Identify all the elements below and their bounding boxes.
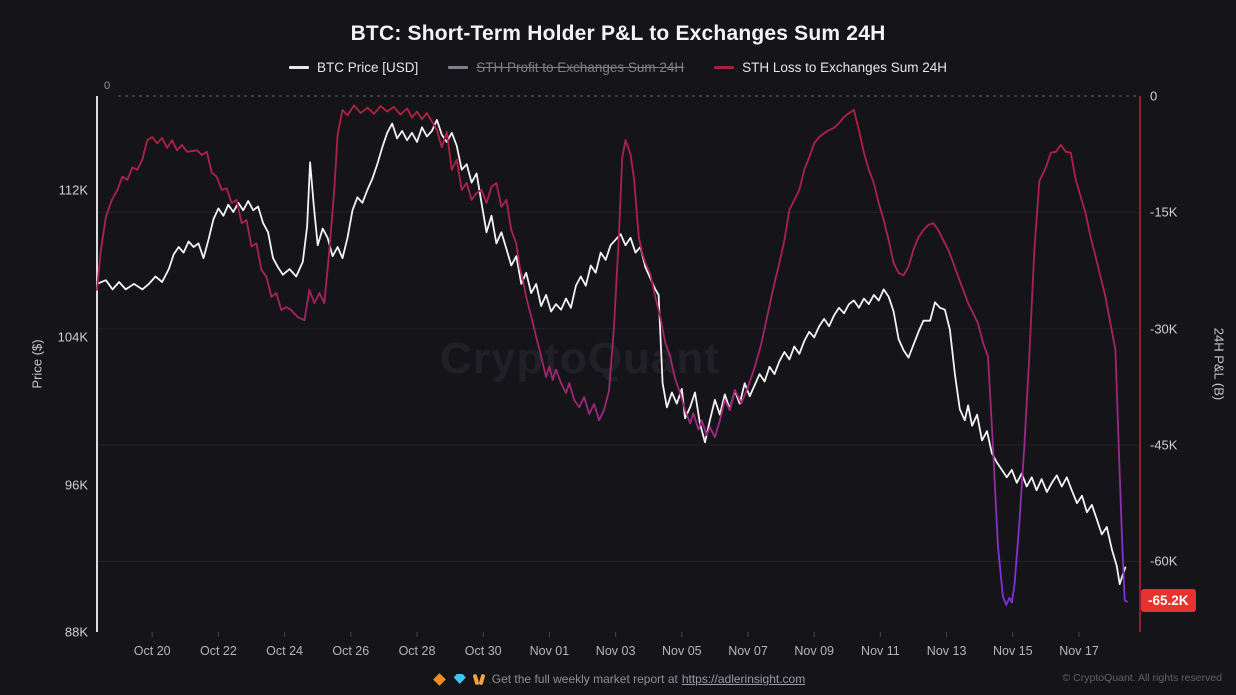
right-axis-tick-label: -30K [1150, 321, 1178, 337]
raised-hands-icon [472, 673, 486, 685]
right-axis-tick-label: -45K [1150, 437, 1178, 453]
zero-reference-label: 0 [104, 80, 111, 92]
footer-banner: Get the full weekly market report at htt… [0, 672, 1236, 686]
x-axis-tick-label: Oct 20 [133, 644, 171, 658]
right-axis-tick-label: -15K [1150, 204, 1178, 220]
right-axis-tick-label: 0 [1150, 88, 1158, 104]
legend-dash-icon [714, 66, 735, 69]
legend: BTC Price [USD] STH Profit to Exchanges … [0, 60, 1236, 75]
copyright-notice: © CryptoQuant. All rights reserved [1062, 672, 1222, 684]
footer-message: Get the full weekly market report at [491, 672, 678, 686]
x-axis-tick-label: Nov 07 [728, 644, 768, 658]
right-axis-ticks: 0 -15K -30K -45K -60K [1150, 0, 1220, 695]
x-axis-tick-label: Nov 03 [595, 644, 636, 658]
x-axis-tick-label: Nov 01 [529, 644, 570, 658]
x-axis-tick-label: Nov 13 [926, 644, 967, 658]
legend-dash-icon [448, 66, 469, 69]
left-axis-tick-label: 88K [64, 624, 88, 640]
legend-item-btc-price[interactable]: BTC Price [USD] [289, 60, 418, 75]
legend-item-sth-loss[interactable]: STH Loss to Exchanges Sum 24H [714, 60, 947, 75]
x-axis-tick-label: Oct 30 [464, 644, 502, 658]
left-axis-tick-label: 112K [58, 182, 88, 198]
left-axis-tick-label: 104K [57, 329, 88, 345]
cryptoquant-watermark: CryptoQuant [440, 334, 720, 383]
left-axis-tick-label: 96K [64, 477, 88, 493]
x-axis-tick-label: Nov 17 [1059, 644, 1099, 658]
left-axis-ticks: 112K 104K 96K 88K [0, 0, 88, 695]
last-value-badge: -65.2K [1141, 589, 1196, 612]
orange-diamond-icon [432, 672, 446, 686]
x-axis-tick-label: Nov 11 [861, 644, 900, 658]
x-axis-tick-label: Oct 24 [266, 644, 304, 658]
legend-label: BTC Price [USD] [317, 60, 419, 75]
x-axis-tick-label: Oct 28 [398, 644, 436, 658]
x-axis-tick-label: Oct 22 [199, 644, 237, 658]
right-axis-tick-label: -60K [1150, 553, 1178, 569]
legend-dash-icon [289, 66, 310, 69]
x-axis-ticks: Oct 20 Oct 22 Oct 24 Oct 26 Oct 28 Oct 30 Nov … [0, 644, 1236, 664]
x-axis-tick-label: Nov 09 [794, 644, 834, 658]
legend-label: STH Loss to Exchanges Sum 24H [742, 60, 947, 75]
x-axis-tick-label: Oct 26 [332, 644, 370, 658]
legend-item-sth-profit[interactable]: STH Profit to Exchanges Sum 24H [448, 60, 684, 75]
adlerinsight-link[interactable]: https://adlerinsight.com [681, 672, 806, 686]
x-axis-tick-label: Nov 15 [992, 644, 1033, 658]
blue-gem-icon [453, 674, 466, 684]
legend-label: STH Profit to Exchanges Sum 24H [476, 60, 685, 75]
x-axis-tick-label: Nov 05 [661, 644, 702, 658]
page-title: BTC: Short-Term Holder P&L to Exchanges … [350, 22, 886, 45]
